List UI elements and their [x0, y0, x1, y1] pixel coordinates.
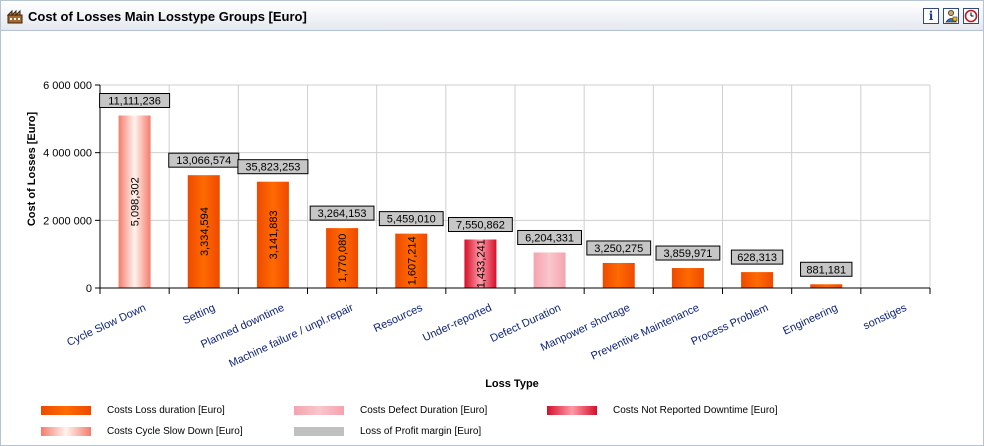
profit-margin-label: 3,859,971	[663, 248, 712, 260]
y-tick-label: 0	[86, 283, 92, 295]
factory-icon	[6, 8, 23, 24]
bar	[187, 175, 220, 288]
bar-value-label: 5,098,302	[130, 177, 142, 226]
y-tick-label: 2 000 000	[43, 215, 92, 227]
x-category-label: Under-reported	[421, 302, 494, 344]
legend-item: Costs Defect Duration [Euro]	[294, 404, 487, 416]
profit-margin-box	[378, 211, 444, 227]
legend-item: Costs Not Reported Downtime [Euro]	[547, 404, 778, 416]
profit-margin-label: 3,250,275	[594, 243, 643, 255]
profit-margin-box	[586, 240, 652, 256]
grid	[99, 84, 931, 289]
profit-margin-label: 881,181	[806, 264, 846, 276]
legend-label: Costs Loss duration [Euro]	[107, 404, 225, 416]
bar-value-label: 3,141,883	[268, 210, 280, 259]
bar	[671, 268, 704, 288]
profit-margin-label: 6,204,331	[525, 232, 574, 244]
legend-item: Loss of Profit margin [Euro]	[294, 425, 481, 437]
y-tick-label: 4 000 000	[43, 148, 92, 160]
bar	[395, 233, 428, 288]
legend-item: Costs Loss duration [Euro]	[41, 404, 225, 416]
x-axis-title: Loss Type	[485, 378, 539, 390]
bar-chart: 0 2 000 000 4 000 000 6 000 000 5,098,302 11…	[26, 80, 931, 390]
legend-label: Loss of Profit margin [Euro]	[360, 425, 482, 437]
profit-margin-label: 35,823,253	[245, 162, 300, 174]
bar	[256, 181, 289, 288]
bar-value-label: 1,607,214	[406, 236, 418, 285]
clock-icon[interactable]	[963, 8, 979, 24]
legend-swatch	[41, 426, 91, 436]
profit-margin-box	[99, 93, 171, 109]
profit-margin-label: 628,313	[737, 252, 777, 264]
profit-margin-box	[448, 217, 513, 233]
profit-margin-box	[237, 159, 309, 175]
page-title: Cost of Losses Main Losstype Groups [Eur…	[28, 9, 307, 24]
bars	[118, 115, 843, 288]
bar	[533, 252, 566, 288]
bar	[602, 262, 635, 288]
legend-label: Costs Cycle Slow Down [Euro]	[107, 425, 243, 437]
profit-margin-label: 11,111,236	[108, 96, 161, 108]
legend-label: Costs Defect Duration [Euro]	[360, 404, 488, 416]
bar	[810, 284, 843, 288]
info-glyph: i	[928, 9, 934, 23]
bar-value-label: 1,433,241	[475, 239, 487, 288]
x-category-label: Cycle Slow Down	[65, 302, 148, 349]
x-category-label: Process Problem	[689, 302, 770, 348]
legend-swatch	[41, 405, 91, 415]
x-category-label: Resources	[372, 302, 425, 335]
bar	[118, 115, 151, 288]
bar-value-label: 1,770,080	[337, 234, 349, 283]
x-category-label: Setting	[181, 302, 217, 327]
profit-margin-box	[655, 245, 721, 261]
legend-swatch	[294, 426, 344, 436]
profit-margin-label: 3,264,153	[318, 208, 367, 220]
legend-item: Costs Cycle Slow Down [Euro]	[41, 425, 243, 437]
profit-margin-box	[517, 229, 582, 245]
bar-value-label: 3,334,594	[199, 207, 211, 256]
profit-margin-label: 5,459,010	[387, 214, 436, 226]
legend-swatch	[547, 405, 597, 415]
panel-header: Cost of Losses Main Losstype Groups [Eur…	[1, 1, 983, 31]
user-settings-icon[interactable]	[943, 8, 959, 24]
profit-margin-label: 13,066,574	[176, 155, 231, 167]
x-category-label: sonstiges	[861, 302, 909, 333]
profit-margin-box	[730, 249, 784, 265]
info-icon[interactable]: i	[923, 8, 939, 24]
axes: 0 2 000 000 4 000 000 6 000 000	[43, 80, 931, 295]
profit-margin-box	[309, 205, 375, 221]
profit-margin-label: 7,550,862	[456, 220, 505, 232]
x-category-label: Machine failure / unpl.repair	[227, 302, 355, 370]
bar	[741, 272, 774, 288]
bar	[326, 228, 359, 288]
legend-label: Costs Not Reported Downtime [Euro]	[613, 404, 778, 416]
y-axis-title: Cost of Losses [Euro]	[26, 112, 38, 227]
profit-margin-box	[800, 261, 853, 277]
y-tick-label: 6 000 000	[43, 80, 92, 92]
x-category-label: Engineering	[781, 302, 839, 338]
legend-swatch	[294, 405, 344, 415]
bar	[464, 239, 497, 288]
